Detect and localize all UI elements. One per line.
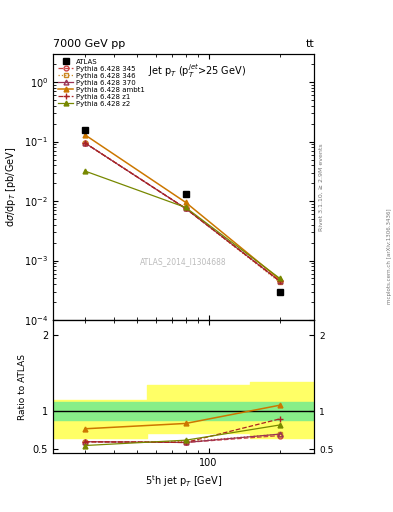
Pythia 6.428 370 bbox=[183, 205, 188, 211]
Pythia 6.428 ambt1 bbox=[183, 199, 188, 205]
Pythia 6.428 z2 bbox=[83, 168, 87, 174]
Pythia 6.428 346 bbox=[277, 279, 282, 285]
Y-axis label: d$\sigma$/dp$_T$ [pb/GeV]: d$\sigma$/dp$_T$ [pb/GeV] bbox=[4, 146, 18, 227]
Line: Pythia 6.428 z1: Pythia 6.428 z1 bbox=[82, 140, 283, 284]
Line: ATLAS: ATLAS bbox=[82, 127, 283, 295]
Text: Jet p$_T$ (p$_T^{jet}$>25 GeV): Jet p$_T$ (p$_T^{jet}$>25 GeV) bbox=[148, 62, 246, 79]
Pythia 6.428 z1 bbox=[277, 278, 282, 284]
Line: Pythia 6.428 346: Pythia 6.428 346 bbox=[83, 140, 282, 285]
Pythia 6.428 z1 bbox=[83, 140, 87, 146]
Text: 7000 GeV pp: 7000 GeV pp bbox=[53, 38, 125, 49]
Line: Pythia 6.428 ambt1: Pythia 6.428 ambt1 bbox=[83, 133, 282, 282]
Pythia 6.428 z2 bbox=[277, 275, 282, 282]
Line: Pythia 6.428 345: Pythia 6.428 345 bbox=[83, 140, 282, 284]
Line: Pythia 6.428 370: Pythia 6.428 370 bbox=[83, 140, 282, 284]
Y-axis label: Rivet 3.1.10, ≥ 2.9M events: Rivet 3.1.10, ≥ 2.9M events bbox=[319, 143, 323, 231]
Pythia 6.428 370 bbox=[83, 140, 87, 146]
ATLAS bbox=[183, 191, 188, 197]
Y-axis label: Ratio to ATLAS: Ratio to ATLAS bbox=[18, 354, 27, 419]
Line: Pythia 6.428 z2: Pythia 6.428 z2 bbox=[83, 168, 282, 281]
Legend: ATLAS, Pythia 6.428 345, Pythia 6.428 346, Pythia 6.428 370, Pythia 6.428 ambt1,: ATLAS, Pythia 6.428 345, Pythia 6.428 34… bbox=[57, 57, 146, 108]
Pythia 6.428 345 bbox=[83, 140, 87, 146]
ATLAS bbox=[277, 289, 282, 295]
Pythia 6.428 370 bbox=[277, 278, 282, 284]
Text: ATLAS_2014_I1304688: ATLAS_2014_I1304688 bbox=[140, 257, 227, 266]
Pythia 6.428 345 bbox=[277, 278, 282, 284]
Text: mcplots.cern.ch [arXiv:1306.3436]: mcplots.cern.ch [arXiv:1306.3436] bbox=[387, 208, 392, 304]
Pythia 6.428 z1 bbox=[183, 205, 188, 211]
Text: tt: tt bbox=[306, 38, 314, 49]
Pythia 6.428 346 bbox=[83, 140, 87, 146]
Pythia 6.428 345 bbox=[183, 205, 188, 211]
Pythia 6.428 z2 bbox=[183, 204, 188, 210]
Pythia 6.428 ambt1 bbox=[277, 276, 282, 283]
X-axis label: 5$^{\rm t}$h jet p$_T$ [GeV]: 5$^{\rm t}$h jet p$_T$ [GeV] bbox=[145, 474, 222, 489]
Pythia 6.428 ambt1 bbox=[83, 132, 87, 138]
ATLAS bbox=[83, 127, 87, 133]
Pythia 6.428 346 bbox=[183, 205, 188, 211]
